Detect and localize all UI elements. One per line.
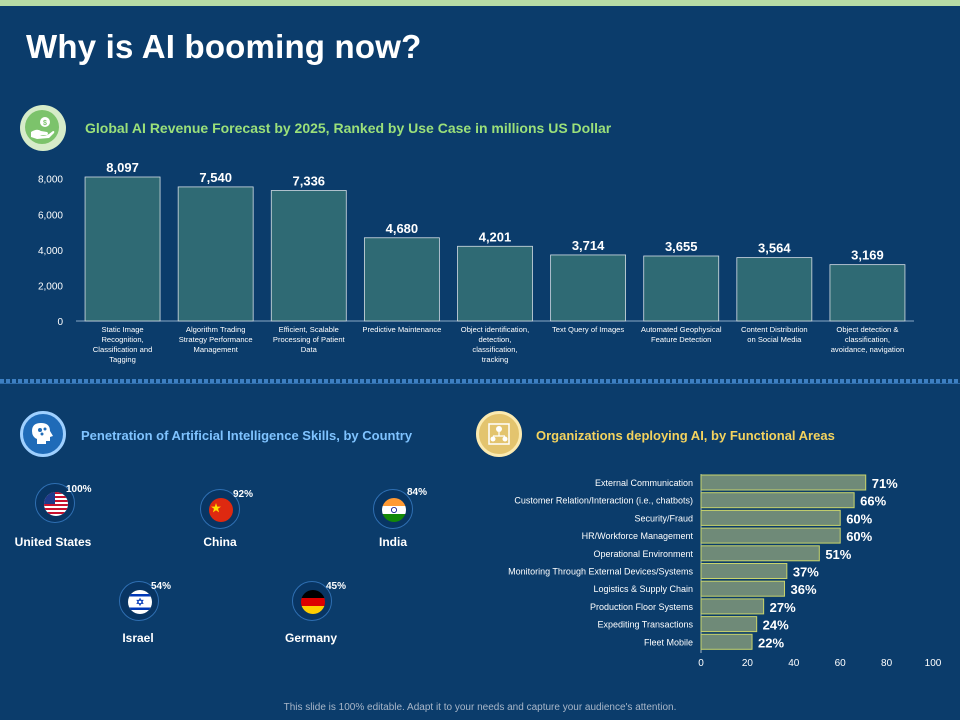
data-label: 3,169 — [851, 248, 884, 263]
x-tick-label: 100 — [925, 658, 942, 669]
data-label: 24% — [763, 618, 789, 633]
bar — [84, 176, 161, 322]
data-label: 7,540 — [199, 170, 232, 185]
x-tick-label: Predictive Maintenance — [362, 325, 441, 334]
y-tick-label: Security/Fraud — [634, 513, 693, 523]
data-label: 60% — [846, 529, 872, 544]
bar — [700, 509, 841, 526]
bar — [829, 264, 906, 322]
revenue-bar-chart: 0 2,000 4,000 6,000 8,000 8,097 Static Image Re… — [38, 160, 914, 364]
country-name: Israel — [122, 631, 154, 645]
data-label: 3,655 — [665, 239, 698, 254]
country-name: China — [203, 535, 237, 549]
bar — [457, 245, 533, 322]
country-percent: 92% — [233, 489, 254, 500]
brain-head-icon — [20, 411, 66, 457]
organization-network-icon — [476, 411, 522, 457]
bar — [643, 255, 720, 322]
data-label: 51% — [825, 547, 851, 562]
section-divider — [0, 379, 960, 384]
x-tick-label: Object detection & classification, avoidan… — [831, 325, 904, 354]
x-tick-label: Efficient, Scalable Processing of Patient… — [273, 325, 346, 354]
x-tick-label: Object identification, detection, classifi… — [461, 325, 529, 364]
data-label: 60% — [846, 511, 872, 526]
bar — [363, 237, 440, 322]
y-tick-label: 2,000 — [38, 281, 63, 292]
y-tick-label: Expediting Transactions — [597, 620, 693, 630]
x-tick-label: Content Distribution on Social Media — [741, 325, 808, 344]
bar — [700, 633, 753, 650]
y-tick-label: 8,000 — [38, 175, 63, 186]
bar — [700, 474, 867, 491]
x-tick-label: 80 — [881, 658, 893, 669]
page-title: Why is AI booming now? — [26, 28, 422, 65]
bar — [550, 254, 627, 322]
bar — [700, 598, 765, 615]
top-accent-line — [0, 0, 960, 6]
country-name: India — [378, 535, 407, 549]
y-tick-label: 0 — [57, 317, 63, 328]
functional-areas-title: Organizations deploying AI, by Functiona… — [536, 428, 835, 443]
money-hand-icon: $ — [20, 105, 66, 151]
x-tick-label: 0 — [698, 658, 704, 669]
data-label: 4,201 — [479, 229, 512, 244]
x-tick-label: Automated Geophysical Feature Detection — [641, 325, 722, 344]
data-label: 27% — [770, 600, 796, 615]
data-label: 22% — [758, 635, 784, 650]
x-tick-label: Static Image Recognition, Classification a… — [93, 325, 153, 364]
india-flag-icon — [373, 489, 413, 529]
country-name: Germany — [284, 631, 338, 645]
y-tick-label: Customer Relation/Interaction (i.e., cha… — [514, 496, 693, 506]
germany-flag-icon — [292, 581, 332, 621]
y-tick-label: Fleet Mobile — [644, 637, 693, 647]
data-label: 37% — [793, 565, 819, 580]
us-flag-icon — [35, 483, 75, 523]
y-tick-label: Operational Environment — [593, 549, 693, 559]
data-label: 3,714 — [572, 238, 605, 253]
x-tick-label: Text Query of Images — [552, 325, 624, 334]
data-label: 8,097 — [106, 160, 139, 175]
data-label: 66% — [860, 494, 886, 509]
skills-section-title: Penetration of Artificial Intelligence S… — [81, 428, 413, 443]
data-label: 4,680 — [386, 221, 419, 236]
y-tick-label: External Communication — [595, 478, 693, 488]
y-tick-label: Monitoring Through External Devices/Syst… — [508, 567, 693, 577]
x-tick-label: Algorithm Trading Strategy Performance Man… — [179, 325, 253, 354]
data-label: 7,336 — [293, 174, 326, 189]
section-divider-line — [0, 383, 960, 384]
y-tick-label: 4,000 — [38, 246, 63, 257]
country-percent: 45% — [326, 581, 347, 592]
data-label: 36% — [791, 582, 817, 597]
footer-note: This slide is 100% editable. Adapt it to… — [283, 702, 677, 713]
revenue-chart-title: Global AI Revenue Forecast by 2025, Rank… — [85, 120, 612, 136]
country-percent: 84% — [407, 487, 428, 498]
bar — [700, 563, 788, 579]
country-name: United States — [14, 535, 92, 549]
x-tick-label: 20 — [742, 658, 754, 669]
y-tick-label: Logistics & Supply Chain — [593, 584, 693, 594]
country-percent: 54% — [151, 581, 172, 592]
bar — [700, 527, 841, 544]
bar — [700, 616, 758, 633]
x-tick-label: 40 — [788, 658, 800, 669]
svg-text:$: $ — [43, 120, 47, 127]
y-tick-label: 6,000 — [38, 210, 63, 221]
bar — [270, 190, 347, 322]
data-label: 3,564 — [758, 241, 791, 256]
data-label: 71% — [872, 476, 898, 491]
china-flag-icon — [200, 489, 240, 529]
y-tick-label: HR/Workforce Management — [582, 531, 694, 541]
country-percent: 100% — [66, 484, 92, 495]
bar — [736, 257, 813, 322]
y-tick-label: Production Floor Systems — [590, 602, 694, 612]
x-tick-label: 60 — [835, 658, 847, 669]
bar — [700, 545, 820, 562]
bar — [700, 580, 786, 597]
bar — [177, 186, 254, 322]
israel-flag-icon — [119, 581, 159, 621]
bar — [700, 492, 855, 509]
